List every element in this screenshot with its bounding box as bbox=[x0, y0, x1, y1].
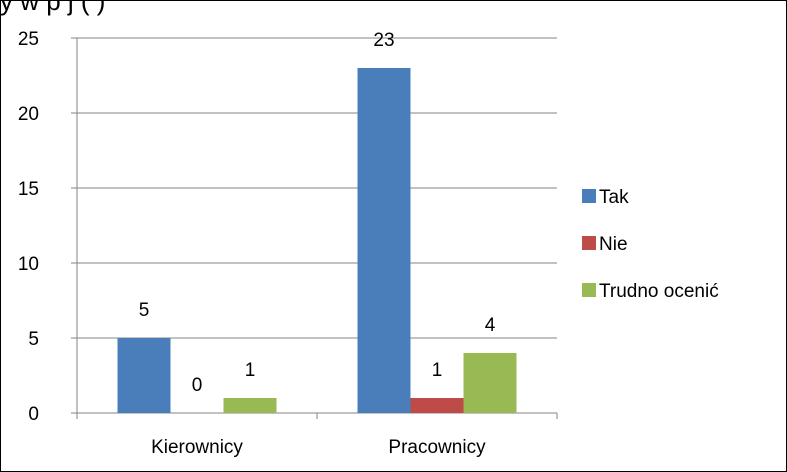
data-label: 5 bbox=[139, 300, 150, 321]
legend-label: Nie bbox=[599, 234, 628, 255]
legend-label: Trudno ocenić bbox=[599, 281, 719, 302]
bar bbox=[117, 338, 171, 413]
data-label: 0 bbox=[192, 375, 203, 396]
legend-swatch bbox=[582, 189, 596, 203]
y-tick-label: 15 bbox=[18, 179, 39, 200]
y-tick-label: 20 bbox=[18, 104, 39, 125]
legend-label: Tak bbox=[599, 187, 629, 208]
bar bbox=[410, 398, 464, 413]
legend-swatch bbox=[582, 283, 596, 297]
data-label: 1 bbox=[432, 360, 443, 381]
bar bbox=[223, 398, 277, 413]
y-tick-label: 0 bbox=[28, 404, 39, 425]
bar bbox=[357, 68, 411, 413]
category-label: Kierownicy bbox=[151, 437, 243, 458]
y-tick-label: 25 bbox=[18, 29, 39, 50]
bar bbox=[463, 353, 517, 413]
data-label: 4 bbox=[485, 315, 496, 336]
chart-title: y w p j ( ) bbox=[0, 0, 106, 16]
legend-swatch bbox=[582, 236, 596, 250]
data-label: 1 bbox=[245, 360, 256, 381]
category-label: Pracownicy bbox=[388, 437, 486, 458]
y-tick-label: 10 bbox=[18, 254, 39, 275]
y-tick-label: 5 bbox=[28, 329, 39, 350]
data-label: 23 bbox=[373, 30, 394, 51]
